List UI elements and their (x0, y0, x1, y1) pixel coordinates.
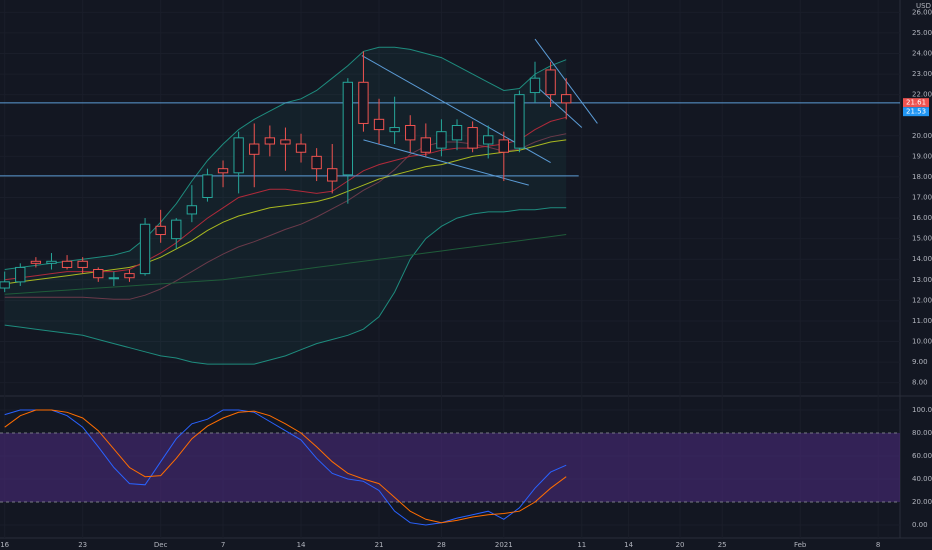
x-tick-label: 28 (437, 541, 446, 549)
indicator-line (4, 207, 567, 365)
candle-body (93, 269, 104, 279)
x-tick-label: 21 (375, 541, 384, 549)
candle-body (327, 168, 338, 182)
candle-body (30, 260, 42, 264)
candle-body (139, 223, 151, 275)
y-tick-label: 20.00 (912, 132, 932, 140)
candle-body (373, 118, 385, 131)
x-tick-label: 14 (297, 541, 306, 549)
y-tick-label: 25.00 (912, 29, 932, 37)
x-tick-label: 25 (718, 541, 727, 549)
candle-body (202, 174, 213, 199)
y-tick-label: 26.00 (912, 8, 932, 16)
candle-body (124, 273, 135, 279)
y-tick-label: 24.00 (912, 49, 932, 57)
x-tick-label: 20 (676, 541, 685, 549)
price-label: 21.61 (906, 99, 926, 107)
x-tick-label: Feb (794, 541, 807, 549)
candle-body (358, 81, 369, 124)
candle-body (249, 143, 260, 155)
y-tick-label: 100.00 (912, 406, 932, 414)
candle-body (436, 131, 447, 149)
y-tick-label: 16.00 (912, 214, 932, 222)
y-tick-label: 11.00 (912, 317, 932, 325)
candle-body (561, 94, 572, 104)
y-tick-label: 18.00 (912, 173, 932, 181)
candle-body (0, 281, 10, 289)
candle-body (545, 69, 556, 96)
y-tick-label: 22.00 (912, 91, 932, 99)
x-tick-label: 7 (221, 541, 225, 549)
y-tick-label: 12.00 (912, 296, 932, 304)
y-tick-label: 8.00 (912, 379, 928, 387)
trend-line (531, 81, 583, 128)
candle-body (420, 137, 432, 153)
y-tick-label: 9.00 (912, 358, 928, 366)
x-tick-label: 14 (624, 541, 633, 549)
candle-body (77, 260, 88, 268)
stochastic-line (4, 409, 567, 524)
y-tick-label: 0.00 (912, 521, 928, 529)
candle-body (155, 225, 166, 236)
price-label-box (903, 107, 929, 117)
candle-body (405, 124, 416, 141)
candle-body (342, 81, 354, 176)
candle-body (514, 94, 525, 149)
candle-body (483, 135, 494, 145)
y-tick-label: 14.00 (912, 255, 932, 263)
y-tick-label: 40.00 (912, 475, 932, 483)
price-label: 21.53 (906, 108, 926, 116)
candle-body (171, 219, 182, 240)
x-tick-label: 8 (876, 541, 880, 549)
candle-body (46, 260, 57, 264)
band-fill (0, 432, 900, 503)
x-tick-label: 11 (577, 541, 586, 549)
candle-body (498, 139, 509, 153)
y-tick-label: 80.00 (912, 429, 932, 437)
y-tick-label: 60.00 (912, 452, 932, 460)
y-tick-label: 10.00 (912, 338, 932, 346)
candle-body (389, 127, 400, 133)
candle-body (108, 277, 120, 280)
indicator-line (4, 234, 567, 295)
candle-body (217, 168, 229, 174)
candle-body (467, 127, 478, 149)
candle-body (186, 205, 198, 215)
price-label-box (903, 98, 929, 108)
candle-body (233, 137, 244, 174)
y-tick-label: 17.00 (912, 194, 932, 202)
y-tick-label: 15.00 (912, 235, 932, 243)
x-tick-label: 16 (0, 541, 9, 549)
y-tick-label: 20.00 (912, 498, 932, 506)
stochastic-line (4, 409, 567, 526)
candle-body (264, 137, 276, 145)
candle-body (295, 143, 307, 153)
y-tick-label: 23.00 (912, 70, 932, 78)
candle-body (280, 139, 291, 145)
candle-body (451, 124, 463, 141)
candle-body (529, 77, 541, 94)
candle-body (311, 155, 322, 170)
trend-line (363, 139, 529, 186)
candle-body (15, 266, 26, 283)
x-tick-label: 2021 (495, 541, 513, 549)
y-tick-label: 19.00 (912, 152, 932, 160)
currency: USD (916, 2, 931, 10)
candle-body (61, 260, 73, 268)
x-tick-label: Dec (154, 541, 168, 549)
x-tick-label: 23 (78, 541, 87, 549)
y-tick-label: 13.00 (912, 276, 932, 284)
